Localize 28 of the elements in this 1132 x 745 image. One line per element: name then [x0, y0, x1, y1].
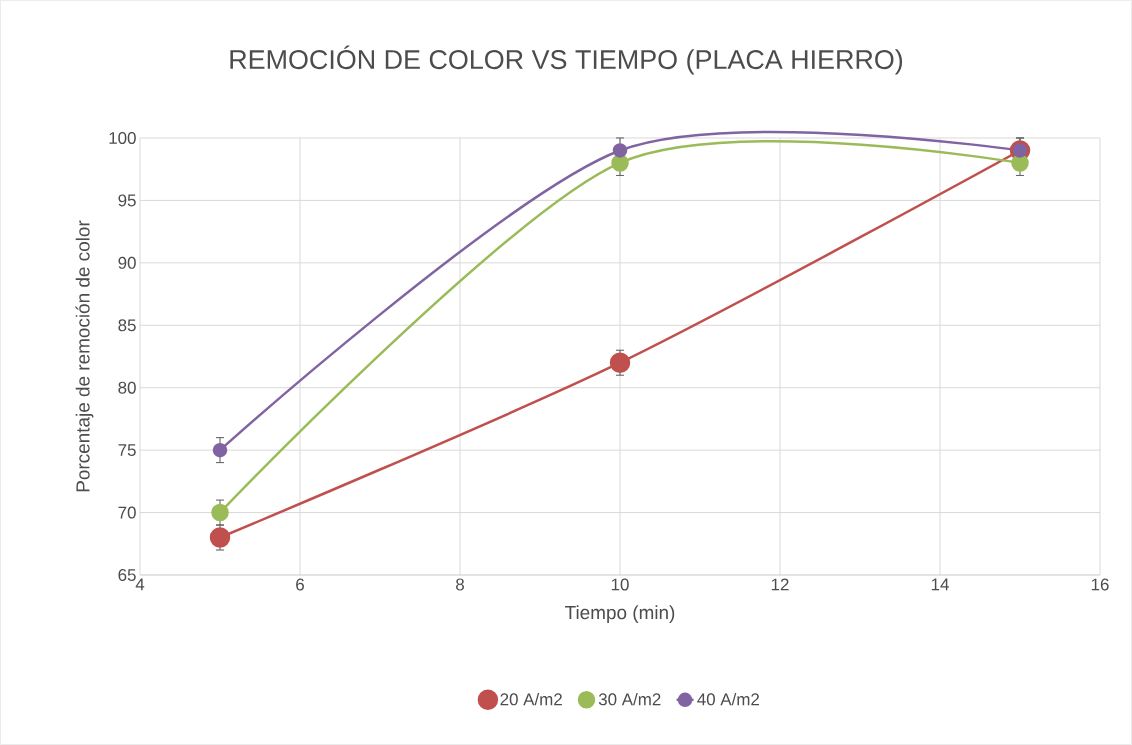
x-tick-label: 4	[135, 578, 145, 591]
y-tick-label: 90	[118, 256, 136, 269]
y-tick-label: 80	[118, 381, 136, 394]
point	[212, 442, 228, 458]
y-tick-label: 65	[118, 568, 136, 581]
x-tick-label: 14	[931, 578, 949, 591]
point	[609, 352, 631, 373]
x-tick-label: 12	[771, 578, 789, 591]
x-axis-title: Tiempo (min)	[565, 605, 675, 623]
x-tick-label: 8	[456, 578, 464, 591]
y-tick-label: 85	[118, 319, 136, 332]
point	[1011, 154, 1029, 172]
legend-label: 30 A/m2	[598, 692, 661, 706]
chart-title: REMOCIÓN DE COLOR VS TIEMPO (PLACA HIERRO)	[230, 45, 903, 75]
point	[209, 527, 231, 548]
point	[611, 154, 629, 172]
point	[211, 503, 229, 522]
x-tick-label: 16	[1091, 578, 1109, 591]
y-tick-label: 75	[118, 444, 136, 457]
x-tick-label: 6	[296, 578, 304, 591]
y-tick-label: 100	[109, 131, 136, 144]
y-tick-label: 95	[118, 194, 136, 207]
y-tick-label: 70	[118, 506, 136, 519]
legend-label: 20 A/m2	[500, 692, 562, 706]
point	[612, 143, 628, 158]
x-tick-label: 10	[611, 578, 629, 591]
legend-label: 40 A/m2	[697, 692, 759, 706]
y-axis-title: Porcentaje de remoción de color	[75, 220, 94, 492]
